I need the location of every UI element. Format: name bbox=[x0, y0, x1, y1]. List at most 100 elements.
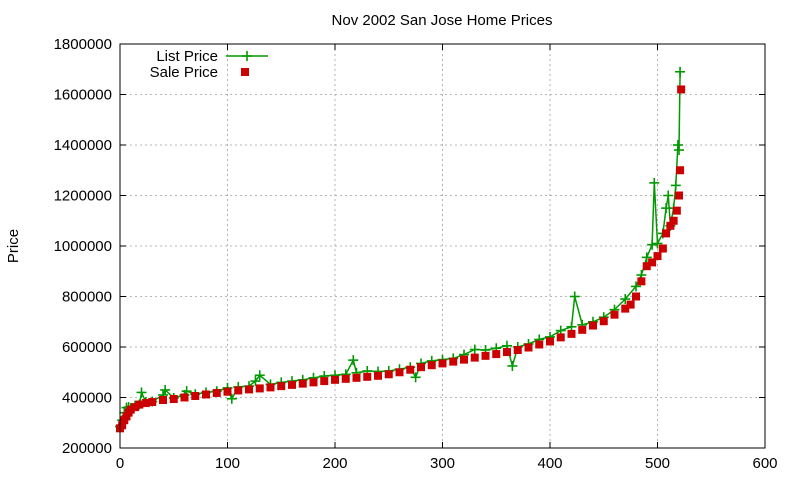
sale-price-point bbox=[438, 359, 447, 368]
list-price-point bbox=[160, 384, 171, 395]
list-price-point bbox=[670, 180, 681, 191]
list-price-point bbox=[410, 372, 421, 383]
sale-price-point bbox=[535, 340, 544, 349]
y-tick-label: 1600000 bbox=[54, 87, 112, 104]
sale-price-point bbox=[159, 396, 167, 405]
sale-price-point bbox=[610, 310, 619, 319]
x-tick-label: 500 bbox=[645, 455, 670, 472]
x-tick-label: 200 bbox=[322, 455, 347, 472]
y-tick-label: 600000 bbox=[62, 339, 112, 356]
sale-price-point bbox=[417, 363, 425, 372]
sale-price-point bbox=[449, 357, 458, 366]
y-tick-label: 1000000 bbox=[54, 238, 112, 255]
y-tick-label: 1400000 bbox=[54, 137, 112, 154]
sale-price-point bbox=[363, 372, 372, 381]
list-price-point bbox=[254, 370, 265, 381]
series-0 bbox=[115, 66, 686, 432]
sale-price-point bbox=[320, 377, 329, 386]
sale-price-point bbox=[331, 375, 339, 384]
list-price-point bbox=[675, 66, 686, 77]
list-price-point bbox=[663, 190, 674, 201]
series-layer bbox=[115, 66, 686, 433]
sale-price-point bbox=[191, 391, 200, 400]
sale-price-point bbox=[662, 229, 671, 238]
series-1 bbox=[116, 85, 686, 433]
sale-price-point bbox=[621, 304, 630, 313]
list-price-point bbox=[348, 355, 359, 366]
x-tick-label: 600 bbox=[752, 455, 777, 472]
list-price-point bbox=[250, 376, 261, 387]
sale-price-point bbox=[309, 378, 318, 387]
sale-price-point bbox=[666, 221, 675, 230]
x-tick-label: 400 bbox=[537, 455, 562, 472]
sale-price-point bbox=[677, 85, 686, 94]
sale-price-point bbox=[481, 351, 490, 360]
sale-price-point bbox=[653, 252, 662, 261]
sale-price-point bbox=[245, 385, 253, 394]
sale-price-point bbox=[676, 166, 685, 175]
x-tick-label: 0 bbox=[116, 455, 124, 472]
y-tick-label: 1200000 bbox=[54, 188, 112, 205]
sale-price-point bbox=[126, 405, 135, 414]
list-price-point bbox=[631, 281, 641, 292]
legend-label: Sale Price bbox=[150, 64, 218, 81]
y-tick-label: 200000 bbox=[62, 440, 112, 457]
sale-price-point bbox=[384, 370, 393, 379]
legend-label: List Price bbox=[156, 48, 218, 65]
list-price-point bbox=[469, 344, 480, 355]
chart-title: Nov 2002 San Jose Home Prices bbox=[332, 12, 553, 29]
legend-square-swatch bbox=[241, 68, 249, 76]
sale-price-point bbox=[266, 383, 275, 392]
list-price-point bbox=[507, 360, 518, 371]
sale-price-point bbox=[148, 398, 157, 407]
sale-price-point bbox=[632, 292, 640, 301]
list-price-point bbox=[672, 140, 683, 150]
sale-price-point bbox=[395, 368, 404, 377]
sale-price-point bbox=[341, 374, 350, 383]
sale-price-point bbox=[492, 350, 501, 359]
sale-price-point bbox=[118, 421, 127, 430]
sale-price-point bbox=[589, 321, 597, 330]
list-price-point bbox=[674, 145, 684, 156]
sale-price-point bbox=[180, 393, 189, 402]
sale-price-point bbox=[546, 337, 554, 346]
sale-price-point bbox=[352, 373, 361, 382]
sale-price-point bbox=[135, 400, 144, 409]
sale-price-point bbox=[648, 258, 657, 267]
list-price-point bbox=[652, 238, 663, 249]
sale-price-point bbox=[637, 277, 646, 286]
list-price-point bbox=[649, 177, 660, 188]
sale-price-point bbox=[277, 382, 286, 391]
sale-price-point bbox=[672, 206, 681, 215]
sale-price-point bbox=[460, 355, 468, 364]
sale-price-point bbox=[406, 365, 415, 374]
sale-price-point bbox=[374, 371, 382, 380]
list-price-point bbox=[620, 294, 631, 305]
sale-price-point bbox=[567, 329, 576, 338]
sale-price-point bbox=[470, 353, 479, 362]
sale-price-point bbox=[169, 395, 178, 404]
y-tick-label: 800000 bbox=[62, 289, 112, 306]
sale-price-point bbox=[669, 216, 678, 225]
list-price-point bbox=[569, 291, 580, 302]
sale-price-point bbox=[513, 346, 522, 355]
sale-price-point bbox=[658, 244, 667, 253]
y-axis-label: Price bbox=[5, 229, 22, 263]
x-tick-label: 100 bbox=[215, 455, 240, 472]
list-price-point bbox=[641, 252, 652, 263]
sale-price-point bbox=[675, 191, 683, 200]
sale-price-point bbox=[131, 403, 140, 412]
sale-price-point bbox=[298, 379, 307, 388]
sale-price-point bbox=[599, 317, 608, 326]
list-price-point bbox=[226, 393, 237, 404]
y-tick-label: 1800000 bbox=[54, 36, 112, 53]
sale-price-point bbox=[202, 390, 210, 399]
legend-plus-swatch bbox=[242, 51, 252, 61]
sale-price-point bbox=[642, 262, 651, 271]
sale-price-point bbox=[524, 343, 533, 352]
sale-price-point bbox=[234, 386, 243, 395]
sale-price-point bbox=[288, 380, 296, 389]
tick-layer: 0 100 200 300 400 500 600 200000 400000 600000 800… bbox=[54, 36, 778, 472]
